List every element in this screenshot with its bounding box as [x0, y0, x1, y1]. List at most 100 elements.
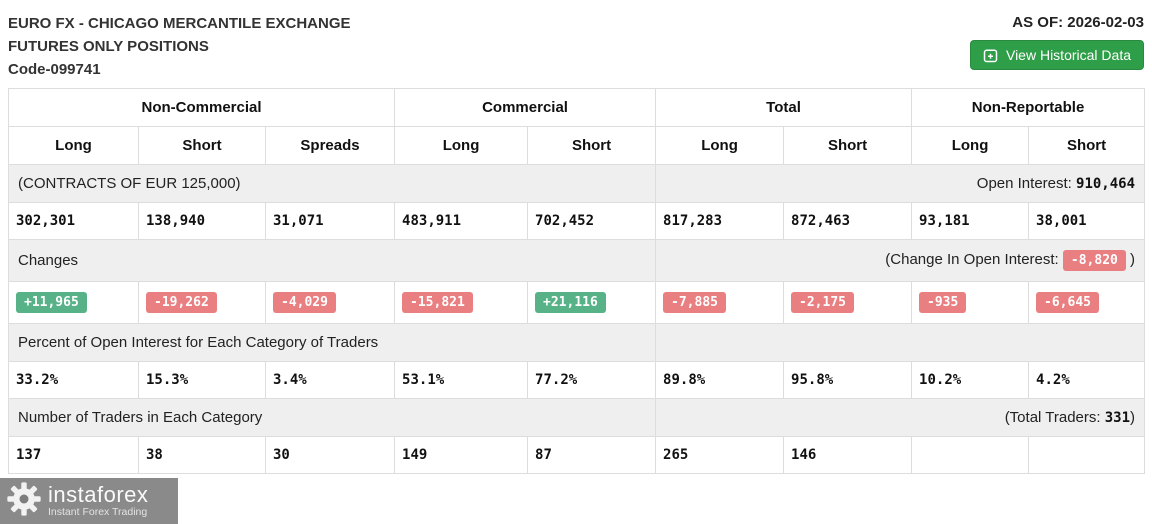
percent-band-row: Percent of Open Interest for Each Catego…: [7, 323, 1146, 362]
report-titles: EURO FX - CHICAGO MERCANTILE EXCHANGE FU…: [8, 12, 351, 81]
pct-t-long: 89.8%: [655, 361, 785, 399]
watermark-text: instaforex Instant Forex Trading: [48, 481, 149, 518]
pos-nr-short: 38,001: [1028, 202, 1146, 240]
watermark-brand: instaforex: [48, 481, 149, 507]
group-non-commercial: Non-Commercial: [7, 88, 396, 127]
report-title: EURO FX - CHICAGO MERCANTILE EXCHANGE: [8, 15, 351, 32]
pos-nc-short: 138,940: [138, 202, 266, 240]
change-oi-suffix: ): [1125, 251, 1136, 268]
group-commercial: Commercial: [394, 88, 657, 127]
col-nc-spreads: Spreads: [264, 126, 396, 165]
traders-label: Number of Traders in Each Category: [7, 398, 657, 437]
col-t-short: Short: [783, 126, 913, 165]
page-header: EURO FX - CHICAGO MERCANTILE EXCHANGE FU…: [0, 0, 1152, 88]
open-interest-cell: Open Interest: 910,464: [655, 164, 1146, 203]
chg-nc-short: -19,262: [138, 281, 266, 324]
col-c-long: Long: [394, 126, 529, 165]
trd-c-short: 87: [527, 436, 657, 474]
group-header-row: Non-Commercial Commercial Total Non-Repo…: [7, 88, 1146, 127]
pct-nc-spreads: 3.4%: [264, 361, 396, 399]
trd-nc-long: 137: [8, 436, 139, 474]
change-badge: -2,175: [791, 292, 854, 313]
pct-nr-long: 10.2%: [911, 361, 1030, 399]
change-badge: -6,645: [1036, 292, 1099, 313]
pos-c-long: 483,911: [394, 202, 529, 240]
pct-nr-short: 4.2%: [1028, 361, 1146, 399]
cot-table: Non-Commercial Commercial Total Non-Repo…: [7, 88, 1146, 474]
chg-nc-long: +11,965: [8, 281, 139, 324]
positions-row: 302,301 138,940 31,071 483,911 702,452 8…: [8, 202, 1146, 240]
chg-t-short: -2,175: [783, 281, 913, 324]
chg-nr-long: -935: [911, 281, 1030, 324]
watermark-tagline: Instant Forex Trading: [48, 505, 148, 518]
gear-icon: [6, 481, 42, 522]
change-badge: +11,965: [16, 292, 87, 313]
report-subtitle: FUTURES ONLY POSITIONS: [8, 38, 209, 55]
group-total: Total: [655, 88, 913, 127]
total-traders-cell: (Total Traders: 331): [655, 398, 1146, 437]
report-code: Code-099741: [8, 61, 101, 78]
col-nc-long: Long: [8, 126, 139, 165]
pos-t-short: 872,463: [783, 202, 913, 240]
changes-label: Changes: [7, 239, 657, 282]
total-traders-suffix: ): [1130, 409, 1136, 426]
trd-nr-short: [1028, 436, 1146, 474]
pct-nc-long: 33.2%: [8, 361, 139, 399]
trd-nc-spreads: 30: [264, 436, 396, 474]
changes-band-row: Changes (Change In Open Interest: -8,820…: [7, 239, 1146, 282]
pos-nr-long: 93,181: [911, 202, 1030, 240]
header-right: AS OF: 2026-02-03 View Historical Data: [969, 12, 1144, 70]
chg-t-long: -7,885: [655, 281, 785, 324]
change-badge: +21,116: [535, 292, 606, 313]
trd-c-long: 149: [394, 436, 529, 474]
pct-c-short: 77.2%: [527, 361, 657, 399]
trd-nr-long: [911, 436, 1030, 474]
change-badge: -7,885: [663, 292, 726, 313]
chg-nr-short: -6,645: [1028, 281, 1146, 324]
col-t-long: Long: [655, 126, 785, 165]
trd-t-long: 265: [655, 436, 785, 474]
col-nc-short: Short: [138, 126, 266, 165]
change-badge: -19,262: [146, 292, 217, 313]
changes-row: +11,965 -19,262 -4,029 -15,821 +21,116 -…: [8, 281, 1146, 324]
traders-band-row: Number of Traders in Each Category (Tota…: [7, 398, 1146, 437]
column-header-row: Long Short Spreads Long Short Long Short…: [8, 126, 1146, 165]
pos-nc-spreads: 31,071: [264, 202, 396, 240]
percent-band-spacer: [655, 323, 1146, 362]
change-badge: -935: [919, 292, 967, 313]
pos-c-short: 702,452: [527, 202, 657, 240]
percent-label: Percent of Open Interest for Each Catego…: [7, 323, 657, 362]
pos-t-long: 817,283: [655, 202, 785, 240]
change-oi-cell: (Change In Open Interest: -8,820 ): [655, 239, 1146, 282]
percents-row: 33.2% 15.3% 3.4% 53.1% 77.2% 89.8% 95.8%…: [8, 361, 1146, 399]
as-of-date: AS OF: 2026-02-03: [1012, 14, 1144, 31]
open-interest-value: 910,464: [1076, 176, 1136, 192]
traders-row: 137 38 30 149 87 265 146: [8, 436, 1146, 474]
pos-nc-long: 302,301: [8, 202, 139, 240]
chg-c-short: +21,116: [527, 281, 657, 324]
chg-nc-spreads: -4,029: [264, 281, 396, 324]
trd-nc-short: 38: [138, 436, 266, 474]
total-traders-value: 331: [1104, 410, 1131, 426]
calendar-plus-icon: [983, 48, 998, 63]
open-interest-label: Open Interest:: [976, 175, 1077, 192]
total-traders-prefix: (Total Traders:: [1004, 409, 1105, 426]
pct-nc-short: 15.3%: [138, 361, 266, 399]
contracts-note: (CONTRACTS OF EUR 125,000): [7, 164, 657, 203]
instaforex-watermark: instaforex Instant Forex Trading: [0, 478, 178, 524]
trd-t-short: 146: [783, 436, 913, 474]
chg-c-long: -15,821: [394, 281, 529, 324]
col-nr-long: Long: [911, 126, 1030, 165]
change-badge: -15,821: [402, 292, 473, 313]
pct-c-long: 53.1%: [394, 361, 529, 399]
contracts-band-row: (CONTRACTS OF EUR 125,000) Open Interest…: [7, 164, 1146, 203]
pct-t-short: 95.8%: [783, 361, 913, 399]
col-nr-short: Short: [1028, 126, 1146, 165]
col-c-short: Short: [527, 126, 657, 165]
group-non-reportable: Non-Reportable: [911, 88, 1146, 127]
change-oi-badge: -8,820: [1062, 250, 1126, 271]
view-historical-data-label: View Historical Data: [1005, 47, 1131, 63]
change-oi-prefix: (Change In Open Interest:: [885, 251, 1063, 268]
view-historical-data-button[interactable]: View Historical Data: [969, 40, 1144, 70]
change-badge: -4,029: [273, 292, 336, 313]
